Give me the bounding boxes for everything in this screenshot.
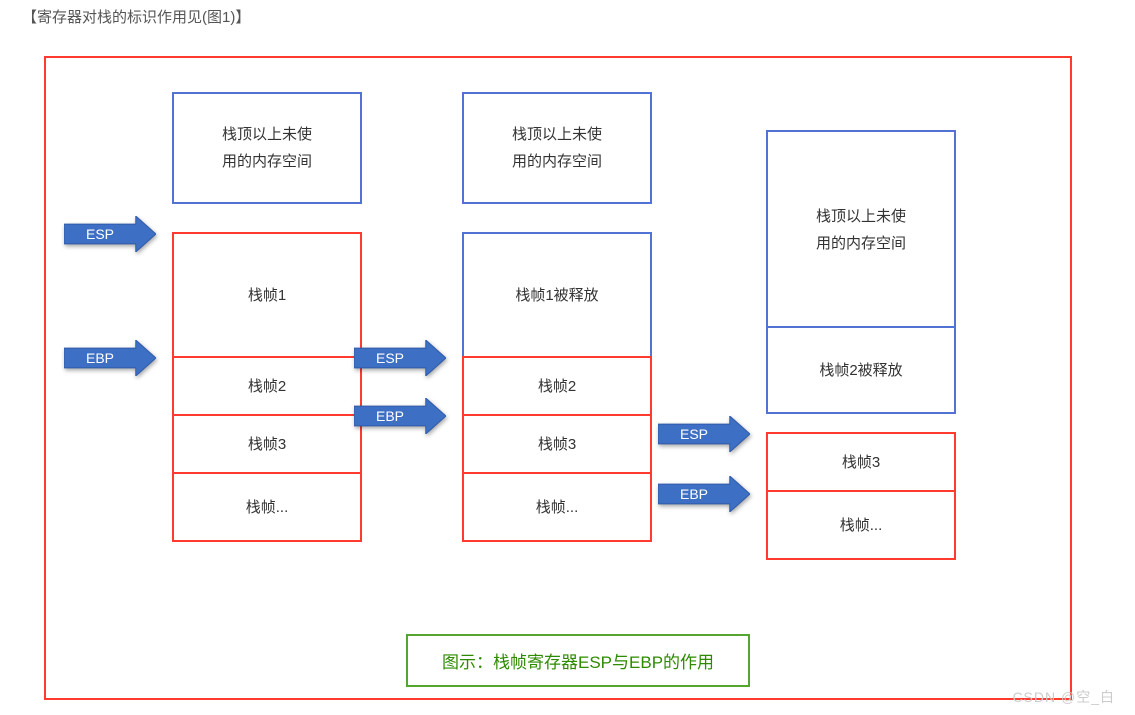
stack-box-text: 栈帧1被释放	[515, 282, 598, 309]
arrow-label-text: EBP	[64, 350, 136, 366]
stack-box-text: 栈帧3	[842, 449, 880, 476]
stack-box-text: 栈顶以上未使	[222, 121, 312, 148]
stack-box: 栈帧2	[462, 356, 652, 416]
stack-box: 栈帧3	[172, 414, 362, 474]
stack-box: 栈顶以上未使用的内存空间	[462, 92, 652, 204]
stack-box-text: 栈顶以上未使	[512, 121, 602, 148]
stack-box: 栈顶以上未使用的内存空间	[766, 130, 956, 330]
stack-box-text: 栈帧...	[246, 494, 289, 521]
stack-box-text: 栈帧2被释放	[819, 357, 902, 384]
stack-box: 栈帧3	[766, 432, 956, 492]
ebp-arrow: EBP	[354, 398, 446, 434]
stack-box: 栈帧3	[462, 414, 652, 474]
arrow-label-text: EBP	[658, 486, 730, 502]
stack-box-text: 栈帧3	[538, 431, 576, 458]
arrow-label-text: ESP	[354, 350, 426, 366]
page-heading: 【寄存器对栈的标识作用见(图1)】	[22, 6, 250, 27]
stack-box-text: 用的内存空间	[816, 230, 906, 257]
arrow-label-text: ESP	[64, 226, 136, 242]
arrow-label-text: ESP	[658, 426, 730, 442]
stack-box-text: 栈顶以上未使	[816, 203, 906, 230]
page-root: 【寄存器对栈的标识作用见(图1)】 栈顶以上未使用的内存空间栈帧1栈帧2栈帧3栈…	[0, 0, 1135, 715]
ebp-arrow: EBP	[658, 476, 750, 512]
stack-box-text: 栈帧3	[248, 431, 286, 458]
stack-box: 栈帧2被释放	[766, 326, 956, 414]
stack-box-text: 栈帧2	[248, 373, 286, 400]
stack-box-text: 栈帧1	[248, 282, 286, 309]
stack-box-text: 用的内存空间	[512, 148, 602, 175]
stack-box-text: 栈帧2	[538, 373, 576, 400]
caption-box: 图示：栈帧寄存器ESP与EBP的作用	[406, 634, 750, 687]
stack-box: 栈帧1	[172, 232, 362, 358]
stack-box: 栈帧1被释放	[462, 232, 652, 358]
stack-box: 栈帧...	[172, 472, 362, 542]
stack-box: 栈顶以上未使用的内存空间	[172, 92, 362, 204]
ebp-arrow: EBP	[64, 340, 156, 376]
stack-box-text: 栈帧...	[536, 494, 579, 521]
diagram-frame: 栈顶以上未使用的内存空间栈帧1栈帧2栈帧3栈帧... ESP EBP栈顶以上未使…	[44, 56, 1072, 700]
stack-box-text: 栈帧...	[840, 512, 883, 539]
stack-box: 栈帧2	[172, 356, 362, 416]
stack-box-text: 用的内存空间	[222, 148, 312, 175]
esp-arrow: ESP	[658, 416, 750, 452]
esp-arrow: ESP	[354, 340, 446, 376]
caption-text: 图示：栈帧寄存器ESP与EBP的作用	[442, 653, 714, 672]
watermark: CSDN @空_白	[1012, 687, 1115, 707]
esp-arrow: ESP	[64, 216, 156, 252]
arrow-label-text: EBP	[354, 408, 426, 424]
stack-box: 栈帧...	[766, 490, 956, 560]
stack-box: 栈帧...	[462, 472, 652, 542]
